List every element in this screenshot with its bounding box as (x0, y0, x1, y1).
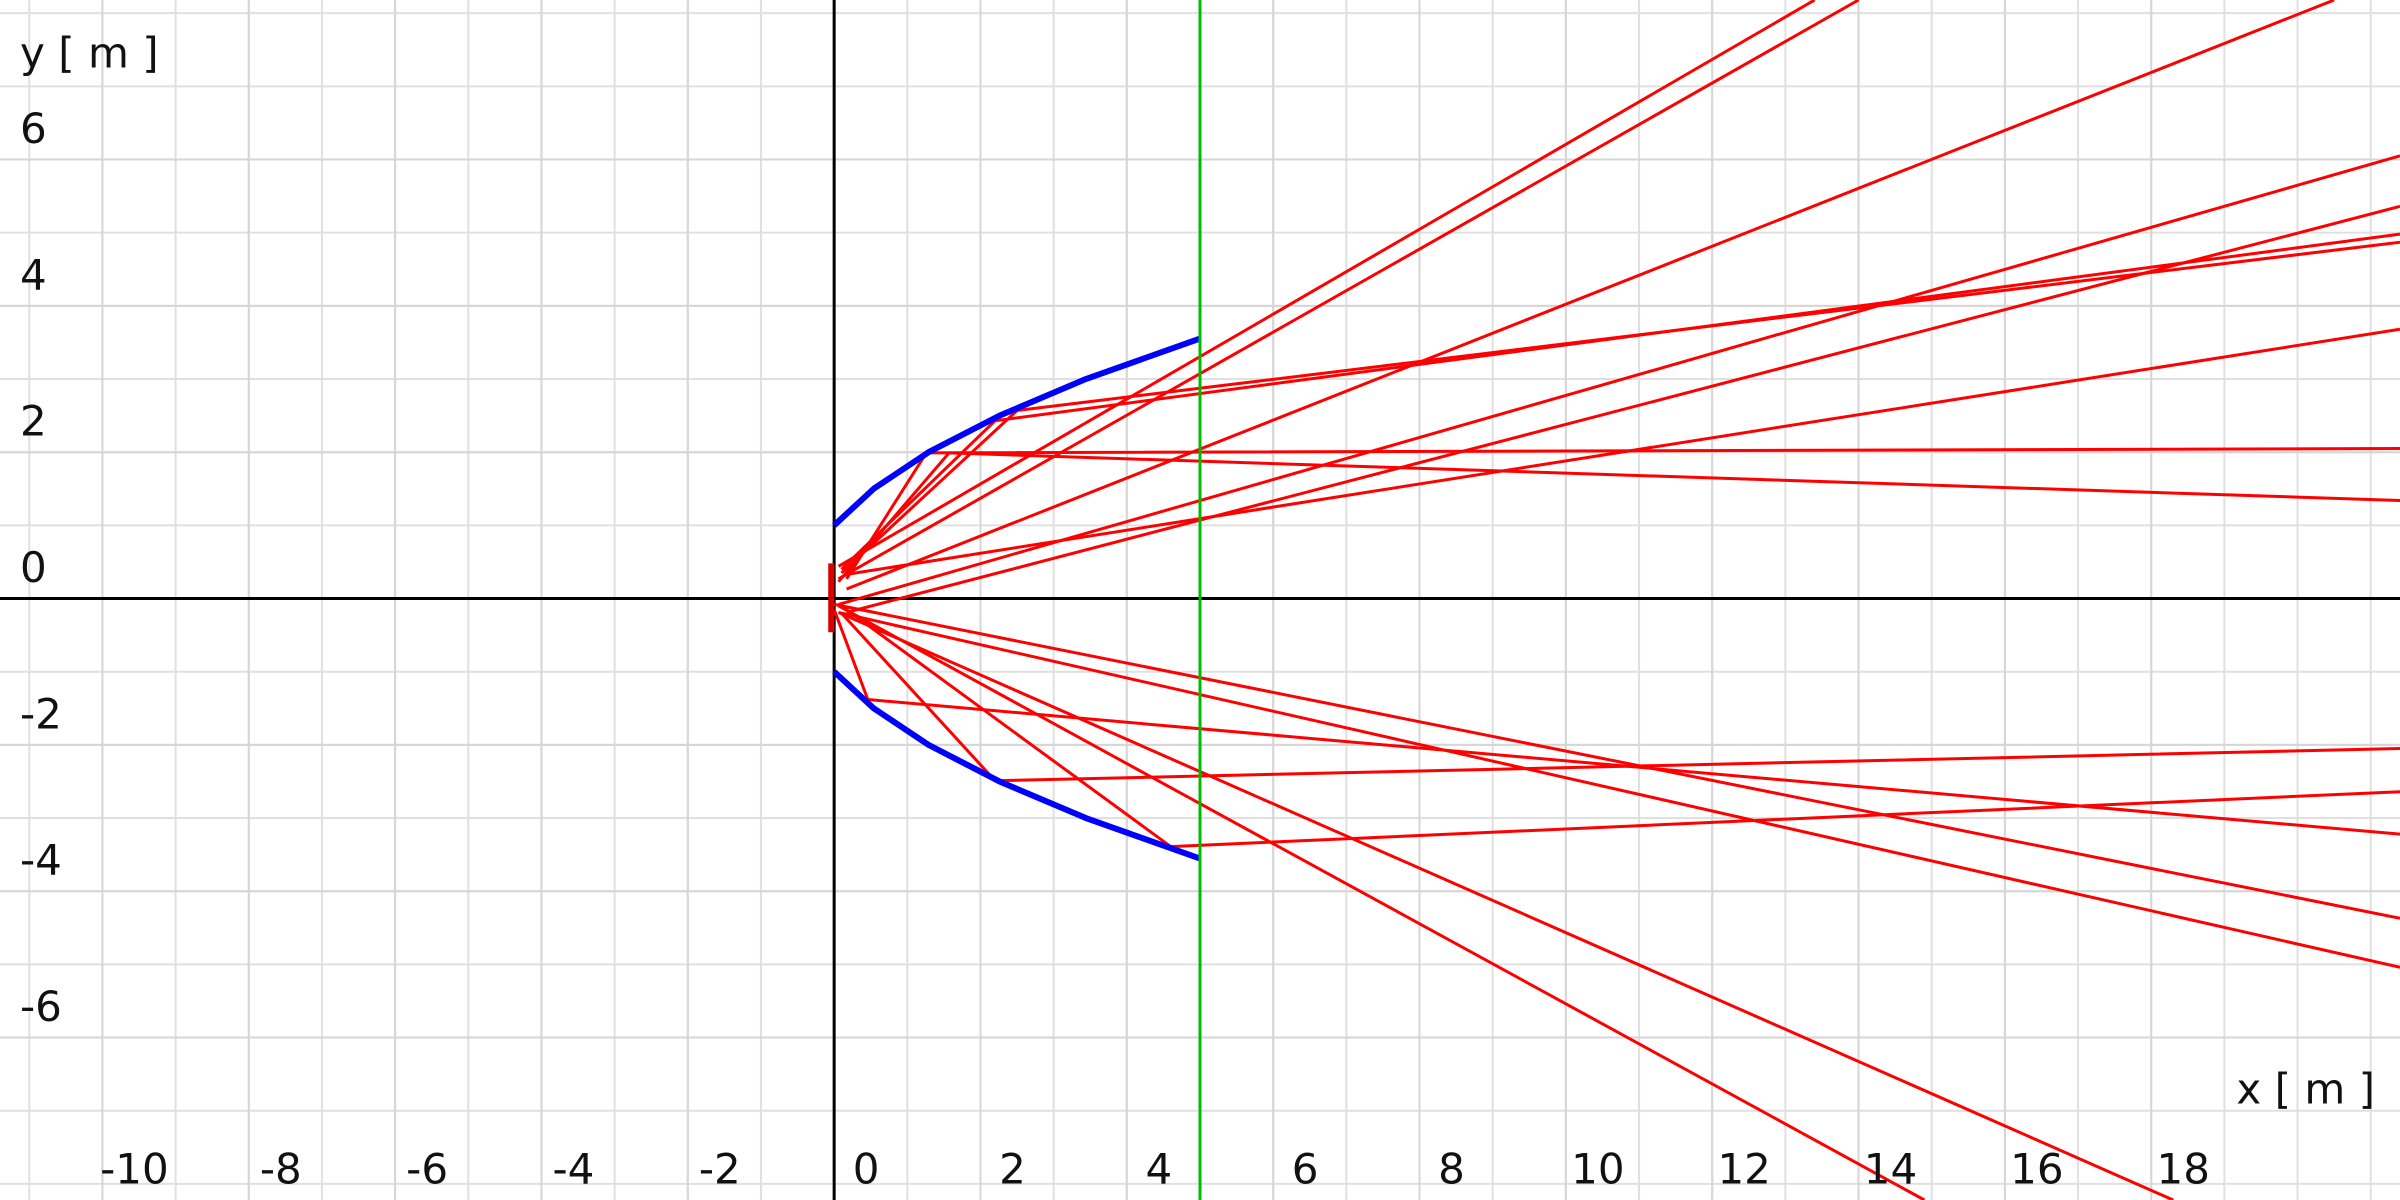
y-tick-label: 2 (20, 397, 47, 446)
ray-line (832, 669, 1201, 862)
ray-line (840, 612, 2400, 783)
y-axis-label: y [ m ] (20, 29, 159, 78)
x-tick-label: -10 (100, 1145, 169, 1194)
ray-line (837, 0, 1816, 568)
ray-line (840, 232, 2400, 571)
labels: -10 -8 -6 -4 -2 0 2 4 6 8 10 12 14 16 18 -6 -4 -2 0 2 4 6 (20, 104, 2210, 1193)
ray-line (832, 608, 2400, 836)
ray-line (838, 610, 2400, 969)
ray-line (838, 154, 2400, 606)
ray-line (840, 240, 2400, 575)
ray-line (832, 335, 1201, 528)
y-tick-label: -6 (20, 982, 62, 1031)
ray-line (846, 327, 2400, 576)
ray-line (837, 611, 2174, 1200)
x-tick-label: -8 (260, 1145, 302, 1194)
ray-line (833, 602, 2400, 920)
y-tick-label: -4 (20, 836, 62, 885)
x-tick-label: 2 (999, 1145, 1026, 1194)
x-tick-label: 16 (2010, 1145, 2063, 1194)
x-tick-label: -6 (406, 1145, 448, 1194)
x-tick-label: 14 (1864, 1145, 1917, 1194)
plot-area (828, 0, 2400, 1200)
x-axis-label: x [ m ] (2236, 1065, 2375, 1114)
ray-line (846, 0, 2335, 591)
x-tick-label: 8 (1438, 1145, 1465, 1194)
x-tick-label: -2 (699, 1145, 741, 1194)
ray-line (845, 447, 2400, 580)
x-tick-label: 0 (853, 1145, 880, 1194)
y-tick-label: 0 (20, 543, 47, 592)
y-tick-label: 4 (20, 250, 47, 299)
x-tick-label: 6 (1292, 1145, 1319, 1194)
x-tick-label: 4 (1145, 1145, 1172, 1194)
x-tick-label: 12 (1717, 1145, 1770, 1194)
x-tick-label: -4 (553, 1145, 595, 1194)
x-tick-label: 18 (2156, 1145, 2209, 1194)
y-tick-label: 6 (20, 104, 47, 153)
ray-line (846, 204, 2400, 614)
x-tick-label: 10 (1571, 1145, 1624, 1194)
y-tick-label: -2 (20, 689, 62, 738)
ray-line (837, 604, 1926, 1200)
ray-line (837, 0, 1860, 581)
ray-line (837, 451, 2400, 583)
